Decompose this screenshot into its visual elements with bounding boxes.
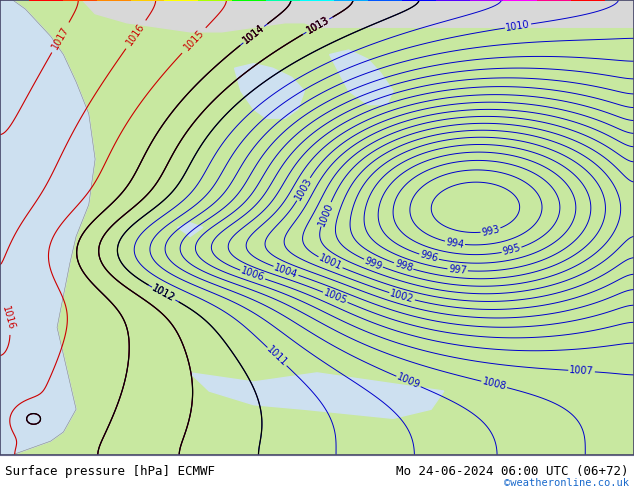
Polygon shape: [330, 50, 393, 104]
Bar: [334, 0, 368, 1]
Text: 997: 997: [448, 264, 467, 276]
Text: 1001: 1001: [317, 253, 344, 272]
Text: 1016: 1016: [125, 22, 147, 48]
Bar: [232, 0, 266, 1]
Text: 1017: 1017: [50, 24, 71, 50]
Text: 1004: 1004: [273, 262, 299, 280]
Bar: [538, 0, 571, 1]
Text: 1013: 1013: [305, 15, 331, 36]
Bar: [96, 0, 131, 1]
Bar: [164, 0, 198, 1]
Text: Surface pressure [hPa] ECMWF: Surface pressure [hPa] ECMWF: [5, 465, 215, 478]
Text: 1010: 1010: [505, 19, 531, 33]
Polygon shape: [0, 0, 634, 455]
Text: 1013: 1013: [305, 15, 331, 36]
Bar: [503, 0, 538, 1]
Bar: [571, 0, 605, 1]
Text: 1014: 1014: [241, 23, 266, 46]
Text: 1006: 1006: [240, 266, 266, 284]
Text: 996: 996: [419, 250, 439, 264]
Text: ©weatheronline.co.uk: ©weatheronline.co.uk: [504, 478, 629, 488]
Text: 1012: 1012: [150, 283, 177, 304]
Text: 998: 998: [393, 259, 414, 274]
Text: 1014: 1014: [241, 23, 266, 46]
Bar: [131, 0, 164, 1]
Text: 1015: 1015: [182, 28, 206, 53]
Bar: [63, 0, 96, 1]
Text: 1003: 1003: [293, 176, 314, 202]
Text: 994: 994: [445, 237, 465, 250]
Text: 1011: 1011: [264, 344, 289, 368]
Text: 995: 995: [501, 243, 522, 257]
Bar: [368, 0, 402, 1]
Polygon shape: [0, 0, 95, 455]
Polygon shape: [82, 0, 634, 32]
Text: 1000: 1000: [316, 201, 335, 227]
Bar: [198, 0, 232, 1]
Text: 1016: 1016: [0, 305, 16, 331]
Bar: [266, 0, 300, 1]
Text: 1008: 1008: [481, 376, 507, 392]
Text: Mo 24-06-2024 06:00 UTC (06+72): Mo 24-06-2024 06:00 UTC (06+72): [396, 465, 629, 478]
Text: 999: 999: [363, 255, 384, 271]
Text: 993: 993: [481, 224, 501, 238]
Text: 1014: 1014: [241, 23, 266, 46]
Text: 1002: 1002: [389, 288, 415, 305]
Text: 1005: 1005: [322, 288, 349, 307]
Text: 1013: 1013: [305, 15, 331, 36]
Polygon shape: [190, 373, 444, 418]
Polygon shape: [235, 64, 304, 118]
Bar: [402, 0, 436, 1]
Bar: [300, 0, 334, 1]
Text: 1012: 1012: [150, 283, 177, 304]
Bar: [470, 0, 503, 1]
Text: 1009: 1009: [395, 372, 422, 391]
Bar: [436, 0, 470, 1]
Polygon shape: [178, 223, 203, 237]
Text: 1007: 1007: [569, 366, 594, 377]
Bar: [29, 0, 63, 1]
